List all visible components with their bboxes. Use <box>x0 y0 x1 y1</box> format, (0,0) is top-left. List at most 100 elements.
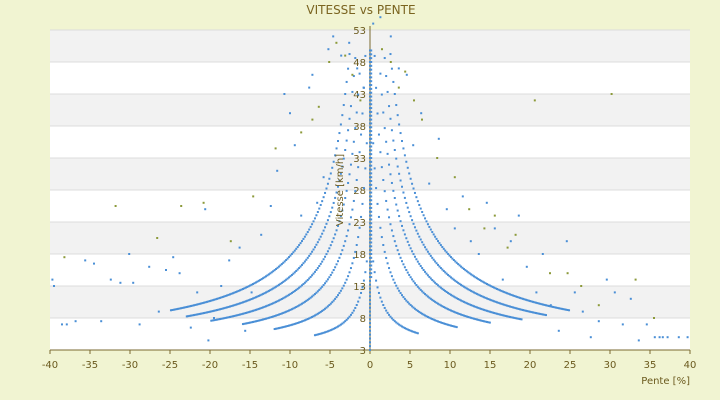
data-point <box>380 93 383 96</box>
data-point <box>399 179 402 182</box>
data-point <box>288 256 291 259</box>
data-point <box>230 315 233 318</box>
data-point <box>562 308 565 311</box>
data-point <box>493 300 496 303</box>
data-point <box>276 314 279 317</box>
data-point <box>469 240 472 243</box>
data-point <box>369 241 371 244</box>
data-point <box>370 49 373 52</box>
data-point <box>63 256 66 259</box>
data-point <box>370 99 373 102</box>
data-point <box>331 240 334 243</box>
data-point <box>556 306 559 309</box>
data-point <box>370 114 373 117</box>
data-point <box>543 313 546 316</box>
data-point <box>335 229 338 232</box>
data-point <box>412 253 415 256</box>
data-point <box>207 339 210 342</box>
data-point <box>253 296 256 299</box>
data-point <box>370 210 373 213</box>
data-point <box>236 303 239 306</box>
data-point <box>53 285 55 287</box>
data-point <box>282 261 285 264</box>
data-point <box>418 203 421 206</box>
data-point <box>329 244 332 247</box>
data-point <box>380 166 383 169</box>
data-point <box>210 299 213 302</box>
data-point <box>373 167 376 170</box>
data-point <box>217 297 220 300</box>
data-point <box>51 278 54 281</box>
data-point <box>422 291 425 294</box>
data-point <box>411 305 414 308</box>
data-point <box>425 315 428 318</box>
data-point <box>428 225 431 228</box>
data-point <box>532 300 535 303</box>
data-point <box>269 289 272 292</box>
data-point <box>351 90 354 93</box>
data-point <box>243 300 246 303</box>
data-point <box>458 298 461 301</box>
data-point <box>352 75 355 78</box>
data-point <box>369 149 371 152</box>
data-point <box>437 137 440 140</box>
data-point <box>312 315 315 318</box>
data-point <box>370 80 373 83</box>
data-point <box>266 317 269 320</box>
data-point <box>217 318 220 321</box>
data-point <box>452 295 455 298</box>
data-point <box>315 243 318 246</box>
data-point <box>266 274 269 277</box>
data-point <box>299 303 302 306</box>
data-point <box>221 295 224 298</box>
data-point <box>415 196 418 199</box>
data-point <box>334 266 337 269</box>
data-point <box>351 311 354 314</box>
data-point <box>369 249 371 252</box>
data-point <box>461 284 464 287</box>
data-point <box>373 271 376 274</box>
data-point <box>342 104 345 107</box>
data-point <box>328 329 331 332</box>
data-point <box>286 294 289 297</box>
data-point <box>308 277 311 280</box>
data-point <box>396 287 399 290</box>
data-point <box>354 306 357 309</box>
data-point <box>369 283 371 286</box>
data-point <box>485 320 488 323</box>
data-point <box>396 165 399 168</box>
data-point <box>198 312 201 315</box>
data-point <box>355 179 358 181</box>
data-point <box>352 309 355 312</box>
data-point <box>332 160 335 163</box>
data-point <box>344 320 347 323</box>
data-point <box>474 276 477 279</box>
data-point <box>388 313 391 316</box>
data-point <box>369 237 371 240</box>
data-point <box>345 139 348 142</box>
data-point <box>272 315 275 318</box>
data-point <box>370 233 373 236</box>
data-point <box>491 285 494 288</box>
data-point <box>332 299 335 302</box>
data-point <box>437 284 439 287</box>
data-point <box>411 330 414 333</box>
data-point <box>224 306 227 309</box>
data-point <box>369 114 371 117</box>
data-point <box>370 222 373 225</box>
data-point <box>437 320 439 323</box>
data-point <box>370 145 373 148</box>
data-point <box>308 254 311 257</box>
data-point <box>335 326 338 329</box>
data-point <box>277 313 280 316</box>
data-point <box>204 208 207 211</box>
data-point <box>195 303 198 306</box>
data-point <box>403 233 406 236</box>
data-point <box>666 336 669 339</box>
data-point <box>408 329 411 332</box>
data-point <box>313 246 316 249</box>
data-point <box>290 291 293 294</box>
data-point <box>471 274 474 277</box>
data-point <box>208 300 211 303</box>
